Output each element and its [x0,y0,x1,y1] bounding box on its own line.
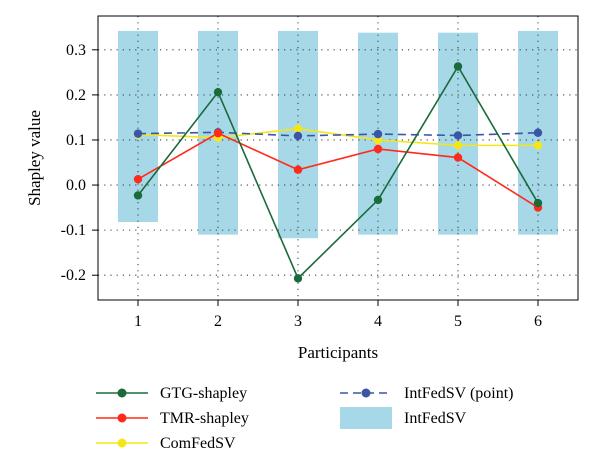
y-tick-label: 0.1 [66,132,86,149]
plot-frame [97,15,579,301]
point-intfedsv-point-4 [373,129,383,139]
point-gtg-shapley-3 [293,274,303,283]
series-line-tmr-shapley [137,132,539,209]
x-tick-label: 5 [454,313,462,330]
x-tick-label: 3 [294,313,302,330]
legend: GTG-shapley TMR-shapley ComFedSV IntFedSV (… [96,385,513,452]
point-gtg-shapley-1 [133,191,143,200]
point-tmr-shapley-3 [293,165,303,174]
series-line-intfedsv-point [137,131,539,137]
point-gtg-shapley-4 [373,195,383,205]
y-tick-label: 0.2 [66,87,86,104]
legend-label: GTG-shapley [160,385,247,402]
legend-label: TMR-shapley [160,410,249,427]
point-gtg-shapley-2 [213,87,223,97]
point-comfedsv-4 [373,135,383,145]
legend-item-intfedsv-point: IntFedSV (point) [340,385,513,402]
x-tick-label: 6 [534,313,542,330]
legend-label: IntFedSV [404,410,467,427]
x-axis-ticks: 1 2 3 4 5 6 [134,300,542,330]
y-axis-ticks: -0.2 -0.1 0.0 0.1 0.2 0.3 [61,42,98,284]
point-intfedsv-point-3 [293,131,303,141]
point-tmr-shapley-2 [213,129,223,138]
y-tick-label: -0.2 [61,267,86,284]
point-gtg-shapley-5 [453,62,463,71]
series-line-gtg-shapley [137,64,539,280]
point-intfedsv-point-1 [133,129,143,138]
point-intfedsv-point-5 [453,131,463,140]
legend-marker [117,413,127,423]
x-tick-label: 1 [134,313,142,330]
point-comfedsv-6 [533,141,543,150]
series-points [133,62,543,283]
legend-label: IntFedSV (point) [404,385,513,402]
legend-marker [117,438,127,448]
series-lines [137,64,539,280]
legend-item-tmr-shapley: TMR-shapley [96,410,249,427]
point-tmr-shapley-5 [453,153,463,162]
point-comfedsv-3 [293,124,303,133]
legend-item-intfedsv: IntFedSV [340,407,467,429]
point-intfedsv-point-6 [533,128,543,137]
x-tick-label: 4 [374,313,382,330]
legend-swatch [340,407,392,429]
legend-marker [361,388,371,398]
point-comfedsv-5 [453,141,463,150]
legend-item-comfedsv: ComFedSV [96,435,236,452]
legend-marker [117,388,127,398]
y-tick-label: 0.3 [66,42,86,59]
y-tick-label: 0.0 [66,177,86,194]
x-tick-label: 2 [214,313,222,330]
legend-label: ComFedSV [160,435,236,452]
point-gtg-shapley-6 [533,198,543,208]
point-tmr-shapley-4 [373,144,383,154]
point-tmr-shapley-1 [133,174,143,184]
y-tick-label: -0.1 [61,222,86,239]
legend-item-gtg-shapley: GTG-shapley [96,385,247,402]
x-axis-label: Participants [298,343,378,362]
grid-lines [98,16,578,300]
y-axis-label: Shapley value [25,110,44,206]
